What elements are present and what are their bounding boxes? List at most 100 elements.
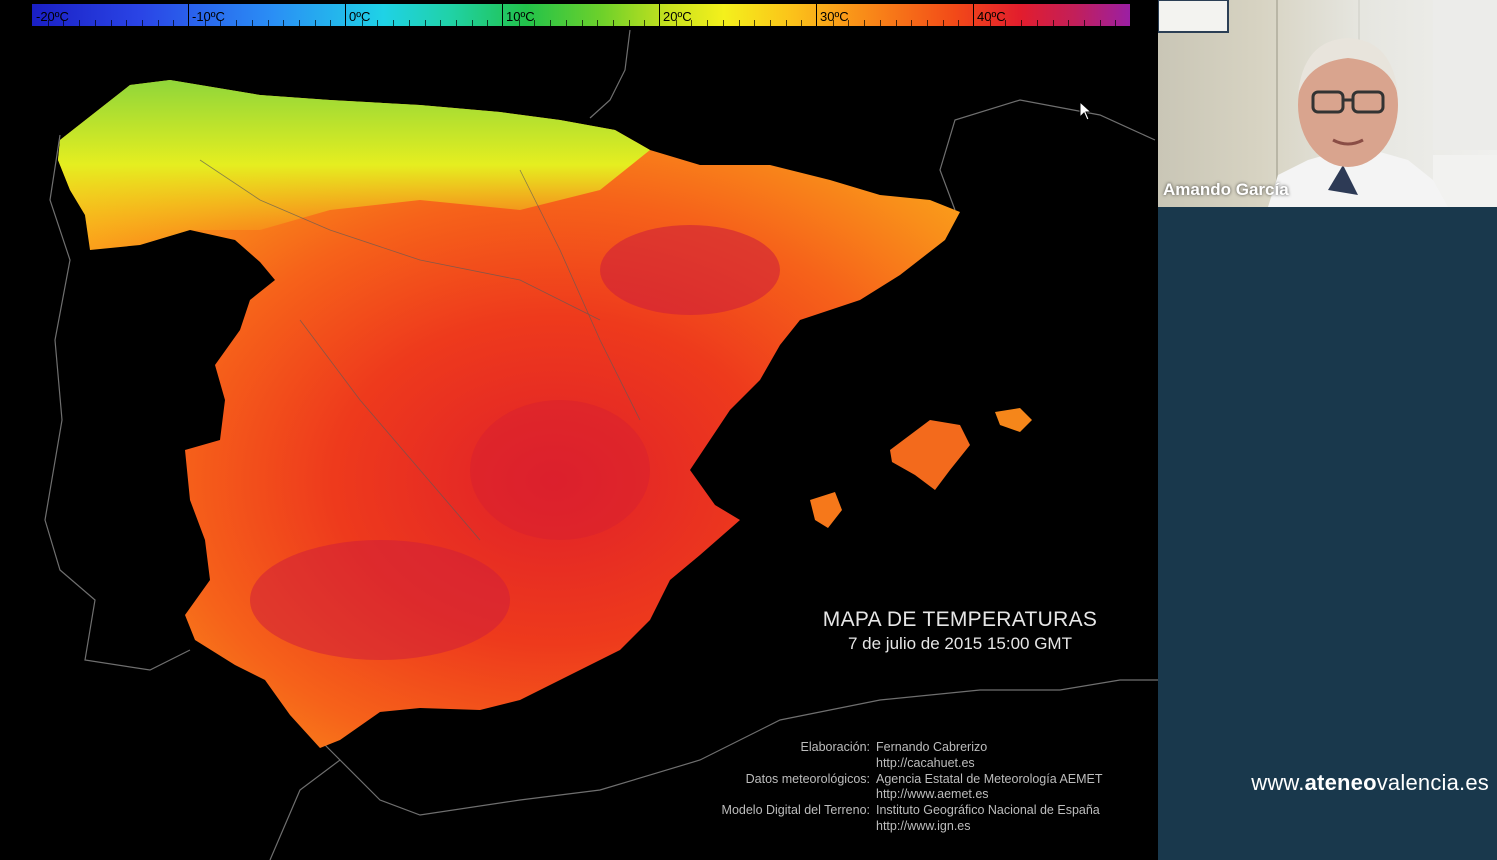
colorbar-minor-tick — [79, 20, 81, 26]
colorbar-minor-tick — [47, 20, 49, 26]
participants-panel: Amando García www.ateneovalencia.es — [1158, 0, 1497, 860]
colorbar-minor-tick — [644, 20, 646, 26]
hot-core-guadalquivir — [250, 540, 510, 660]
colorbar-minor-tick — [754, 20, 756, 26]
credit-key — [600, 756, 876, 772]
credit-value: Agencia Estatal de Meteorología AEMET — [876, 771, 1103, 786]
shared-screen: -20ºC -10ºC 0ºC 10ºC 20ºC 30ºC 40ºC — [32, 4, 1158, 860]
colorbar-minor-tick — [377, 20, 379, 26]
colorbar-minor-tick — [801, 20, 803, 26]
colorbar-label-0: 0ºC — [349, 9, 371, 24]
participant-video-tile[interactable]: Amando García — [1158, 0, 1497, 207]
credit-value: http://www.aemet.es — [876, 787, 989, 802]
colorbar-minor-tick — [408, 20, 410, 26]
colorbar-minor-tick — [236, 20, 238, 26]
colorbar-minor-tick — [675, 20, 677, 26]
colorbar-minor-tick — [471, 20, 473, 26]
credit-key: Elaboración: — [800, 740, 871, 754]
colorbar-minor-tick — [94, 20, 96, 26]
colorbar-minor-tick — [895, 20, 897, 26]
colorbar-label-20: 20ºC — [663, 9, 692, 24]
colorbar-minor-tick — [1021, 20, 1023, 26]
credit-row: Elaboración: Fernando Cabrerizo — [600, 740, 1158, 756]
participant-name: Amando García — [1163, 180, 1289, 199]
colorbar-minor-tick — [141, 20, 143, 26]
island-mallorca — [890, 420, 970, 490]
colorbar-tick — [345, 4, 346, 26]
site-suffix: valencia.es — [1376, 770, 1489, 795]
colorbar-minor-tick — [989, 20, 991, 26]
colorbar-minor-tick — [361, 20, 363, 26]
colorbar-tick — [973, 4, 974, 26]
colorbar-minor-tick — [267, 20, 269, 26]
colorbar-minor-tick — [628, 20, 630, 26]
colorbar-minor-tick — [565, 20, 567, 26]
colorbar-minor-tick — [283, 20, 285, 26]
credit-value: Fernando Cabrerizo — [876, 740, 988, 754]
site-prefix: www. — [1251, 770, 1305, 795]
credit-key: Datos meteorológicos: — [745, 771, 870, 786]
participant-video-feed — [1158, 0, 1497, 207]
credit-key: Modelo Digital del Terreno: — [721, 803, 870, 818]
colorbar-minor-tick — [942, 20, 944, 26]
colorbar-minor-tick — [63, 20, 65, 26]
temperature-map — [44, 29, 1158, 860]
colorbar-minor-tick — [1068, 20, 1070, 26]
northern-cool-band — [58, 80, 650, 250]
credit-value: Instituto Geográfico Nacional de España — [876, 803, 1100, 818]
temperature-color-bar: -20ºC -10ºC 0ºC 10ºC 20ºC 30ºC 40ºC — [32, 4, 1130, 26]
colorbar-minor-tick — [581, 20, 583, 26]
colorbar-tick — [188, 4, 189, 26]
colorbar-minor-tick — [534, 20, 536, 26]
colorbar-tick — [816, 4, 817, 26]
colorbar-minor-tick — [832, 20, 834, 26]
map-credits: Elaboración: Fernando Cabrerizo http://c… — [600, 740, 1158, 835]
colorbar-minor-tick — [926, 20, 928, 26]
colorbar-minor-tick — [911, 20, 913, 26]
colorbar-minor-tick — [722, 20, 724, 26]
credit-row: Datos meteorológicos: Agencia Estatal de… — [600, 772, 1158, 788]
colorbar-minor-tick — [110, 20, 112, 26]
colorbar-tick — [502, 4, 503, 26]
credit-row: http://www.aemet.es — [600, 787, 1158, 803]
credit-value: http://cacahuet.es — [876, 755, 975, 770]
colorbar-minor-tick — [769, 20, 771, 26]
colorbar-minor-tick — [126, 20, 128, 26]
island-ibiza — [810, 492, 842, 528]
map-subtitle: 7 de julio de 2015 15:00 GMT — [848, 634, 1072, 653]
mouse-cursor-icon — [1079, 101, 1093, 121]
colorbar-minor-tick — [424, 20, 426, 26]
colorbar-minor-tick — [848, 20, 850, 26]
colorbar-minor-tick — [785, 20, 787, 26]
colorbar-minor-tick — [691, 20, 693, 26]
credit-row: http://www.ign.es — [600, 819, 1158, 835]
colorbar-minor-tick — [1052, 20, 1054, 26]
credit-row: http://cacahuet.es — [600, 756, 1158, 772]
colorbar-minor-tick — [251, 20, 253, 26]
colorbar-minor-tick — [1115, 20, 1117, 26]
colorbar-minor-tick — [393, 20, 395, 26]
colorbar-minor-tick — [298, 20, 300, 26]
colorbar-minor-tick — [1099, 20, 1101, 26]
colorbar-minor-tick — [707, 20, 709, 26]
credit-key — [600, 787, 876, 803]
colorbar-minor-tick — [1036, 20, 1038, 26]
colorbar-minor-tick — [173, 20, 175, 26]
colorbar-label-minus10: -10ºC — [192, 9, 225, 24]
colorbar-minor-tick — [157, 20, 159, 26]
colorbar-minor-tick — [738, 20, 740, 26]
colorbar-minor-tick — [958, 20, 960, 26]
colorbar-minor-tick — [455, 20, 457, 26]
credit-key — [600, 819, 876, 835]
colorbar-minor-tick — [314, 20, 316, 26]
map-title: MAPA DE TEMPERATURAS — [822, 608, 1098, 631]
credit-value: http://www.ign.es — [876, 818, 971, 833]
colorbar-minor-tick — [330, 20, 332, 26]
colorbar-label-minus20: -20ºC — [36, 9, 69, 24]
colorbar-minor-tick — [1083, 20, 1085, 26]
colorbar-minor-tick — [550, 20, 552, 26]
colorbar-minor-tick — [597, 20, 599, 26]
island-menorca — [995, 408, 1032, 432]
colorbar-tick — [659, 4, 660, 26]
colorbar-minor-tick — [879, 20, 881, 26]
